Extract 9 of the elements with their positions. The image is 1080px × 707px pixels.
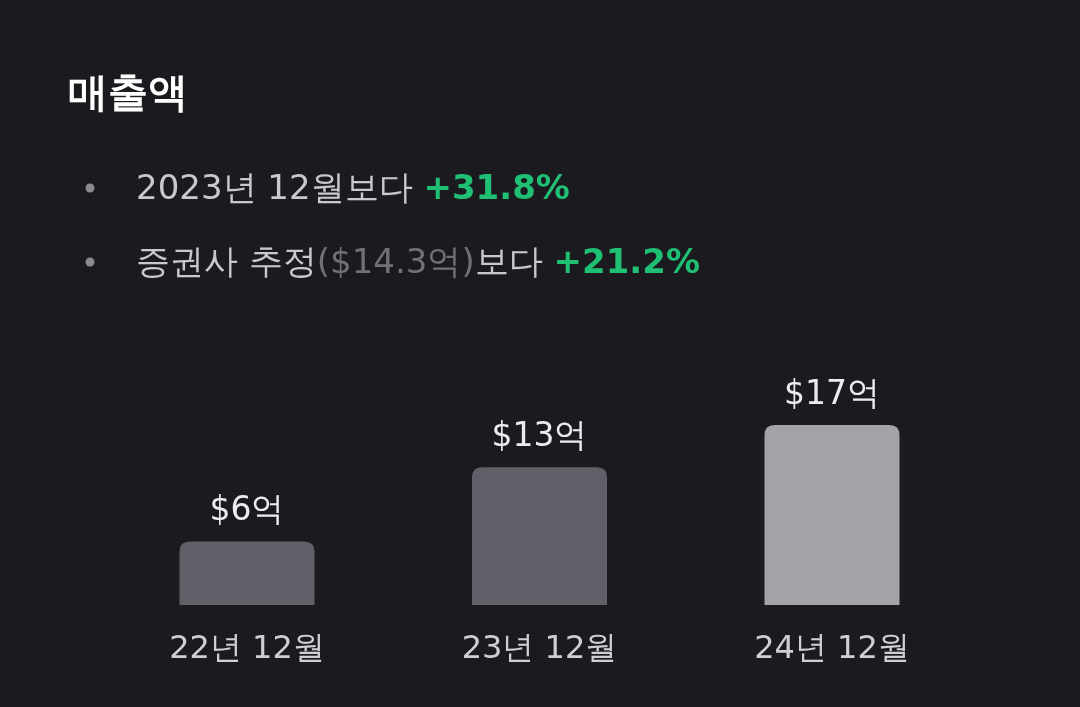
data-label: $6억 <box>209 489 285 529</box>
text: 2023년 12월보다 +31.8% <box>136 167 570 207</box>
x-tick-label: 24년 12월 <box>754 628 910 666</box>
text: 증권사 추정($14.3억)보다 +21.2% <box>136 241 700 281</box>
x-tick-label: 22년 12월 <box>169 628 325 666</box>
data-label: $13억 <box>491 415 588 455</box>
x-tick-label: 23년 12월 <box>461 628 618 666</box>
chart-title: 매출액 <box>68 69 188 115</box>
data-label: $17억 <box>784 373 880 412</box>
